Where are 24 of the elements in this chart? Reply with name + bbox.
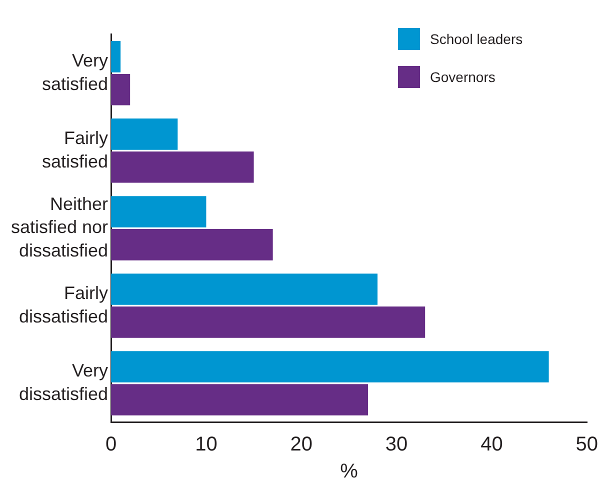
legend-label: Governors (430, 69, 496, 85)
y-tick-label: Fairly dissatisfied (19, 282, 108, 326)
y-tick-label: Neither satisfied nor dissatisfied (10, 194, 108, 261)
y-tick-label: Very satisfied (42, 50, 108, 94)
x-tick-label: 50 (576, 434, 598, 456)
bar (111, 351, 549, 382)
x-tick-label: 40 (480, 434, 503, 456)
y-tick-label: Fairly satisfied (42, 128, 108, 172)
legend-label: School leaders (430, 31, 523, 47)
x-tick-label: 10 (195, 434, 218, 456)
x-tick-label: 0 (105, 434, 117, 456)
bar (111, 152, 254, 183)
bar (111, 74, 130, 106)
bar (111, 229, 273, 260)
bar (111, 384, 368, 416)
x-tick-label: 30 (385, 434, 408, 456)
bar (111, 274, 378, 305)
x-axis-title: % (340, 460, 358, 483)
bar (111, 306, 426, 338)
y-tick-label: Very dissatisfied (19, 360, 108, 404)
bar (111, 196, 206, 228)
bar (111, 41, 121, 72)
bar (111, 118, 178, 150)
x-tick-label: 20 (290, 434, 313, 456)
